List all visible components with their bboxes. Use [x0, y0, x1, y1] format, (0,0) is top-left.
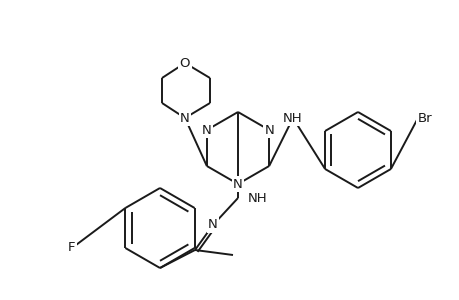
Text: NH: NH [247, 191, 267, 205]
Text: N: N [180, 112, 190, 124]
Text: N: N [207, 218, 218, 232]
Text: N: N [233, 178, 242, 190]
Text: NH: NH [283, 112, 302, 124]
Text: N: N [202, 124, 211, 136]
Text: N: N [264, 124, 274, 136]
Text: F: F [68, 242, 76, 254]
Text: O: O [179, 56, 190, 70]
Text: Br: Br [417, 112, 431, 124]
